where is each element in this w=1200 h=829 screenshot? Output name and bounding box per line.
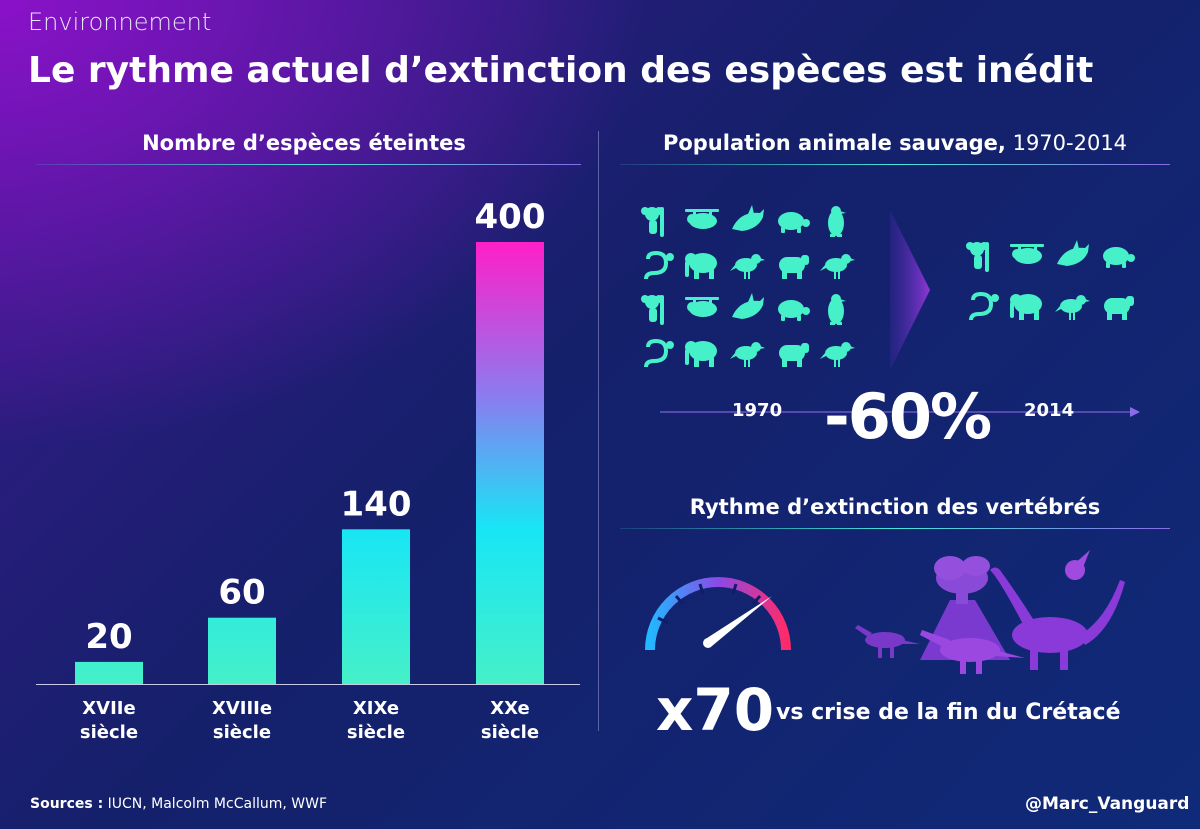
bar-category-label-2: XIXe siècle (316, 697, 436, 745)
sloth-icon (1010, 244, 1044, 264)
bar-category-line: siècle (212, 722, 272, 743)
penguin-icon (828, 294, 846, 325)
hippo-icon (779, 255, 809, 279)
bird-icon (730, 254, 765, 279)
turtle-icon (778, 300, 810, 321)
animals-1970 (641, 205, 855, 367)
speedometer-icon (645, 577, 791, 651)
page-title: Le rythme actuel d’extinction des espèce… (28, 50, 1094, 91)
bar-value-label-0: 20 (85, 617, 132, 657)
sloth-icon (685, 297, 719, 317)
orca-icon (732, 293, 764, 319)
bird-icon (730, 342, 765, 367)
bar-category-line: XXe (490, 698, 530, 719)
bar-category-label-3: XXe siècle (450, 697, 570, 745)
extinction-comparison-note: vs crise de la fin du Crétacé (776, 700, 1121, 725)
decline-arrow-icon (890, 210, 930, 370)
bar-1 (208, 617, 276, 684)
bird-icon (820, 254, 855, 279)
population-title-years: 1970-2014 (1005, 131, 1128, 155)
hippo-icon (779, 343, 809, 367)
elephant-icon (1010, 294, 1042, 320)
year-1970-label: 1970 (732, 400, 783, 421)
elephant-icon (685, 341, 717, 367)
orca-icon (1057, 240, 1089, 266)
snake-icon (644, 339, 674, 367)
category-label: Environnement (28, 8, 212, 36)
vertebrates-title: Rythme d’extinction des vertébrés (689, 495, 1101, 519)
bar-3 (476, 242, 544, 684)
timeline-arrow (660, 407, 1140, 417)
bar-category-label-0: XVIIe siècle (49, 697, 169, 745)
bar-value-label-2: 140 (341, 484, 412, 524)
snake-icon (969, 292, 999, 320)
sources-footnote: Sources : IUCN, Malcolm McCallum, WWF (30, 796, 327, 812)
bar-0 (75, 661, 143, 684)
bar-chart: 20 60 140 400 (36, 197, 580, 685)
koala-icon (966, 242, 989, 272)
bird-icon (1055, 295, 1090, 320)
bar-category-line: XIXe (352, 698, 400, 719)
elephant-icon (685, 253, 717, 279)
bar-category-line: siècle (480, 722, 540, 743)
vertebrates-rule (620, 528, 1170, 529)
turtle-icon (778, 212, 810, 233)
bird-icon (820, 342, 855, 367)
koala-icon (641, 295, 664, 325)
orca-icon (732, 205, 764, 231)
bar-category-line: siècle (346, 722, 406, 743)
panel-divider (598, 131, 599, 731)
dinosaur-extinction-icon (855, 550, 1125, 674)
bars-group (75, 242, 544, 684)
bar-chart-title: Nombre d’espèces éteintes (142, 131, 466, 155)
bar-category-label-1: XVIIIe siècle (182, 697, 302, 745)
hippo-icon (1104, 296, 1134, 320)
left-section-rule (36, 164, 581, 165)
right-section-rule (620, 164, 1170, 165)
author-handle: @Marc_Vanguard (1025, 794, 1190, 814)
bar-category-line: XVIIIe (211, 698, 273, 719)
population-title: Population animale sauvage, 1970-2014 (605, 131, 1185, 155)
population-change-value: -60% (824, 380, 992, 453)
bar-value-label-3: 400 (475, 197, 546, 237)
sloth-icon (685, 209, 719, 229)
animals-2014 (966, 240, 1135, 320)
penguin-icon (828, 206, 846, 237)
bar-category-line: XVIIe (82, 698, 136, 719)
turtle-icon (1103, 247, 1135, 268)
bar-value-label-1: 60 (218, 573, 265, 613)
snake-icon (644, 251, 674, 279)
bar-2 (342, 529, 410, 684)
year-2014-label: 2014 (1024, 400, 1075, 421)
sources-label: Sources : (30, 796, 104, 812)
sources-text: IUCN, Malcolm McCallum, WWF (103, 796, 327, 812)
population-title-bold: Population animale sauvage, (662, 131, 1006, 155)
bar-category-line: siècle (79, 722, 139, 743)
koala-icon (641, 207, 664, 237)
extinction-multiplier: x70 (656, 676, 775, 744)
